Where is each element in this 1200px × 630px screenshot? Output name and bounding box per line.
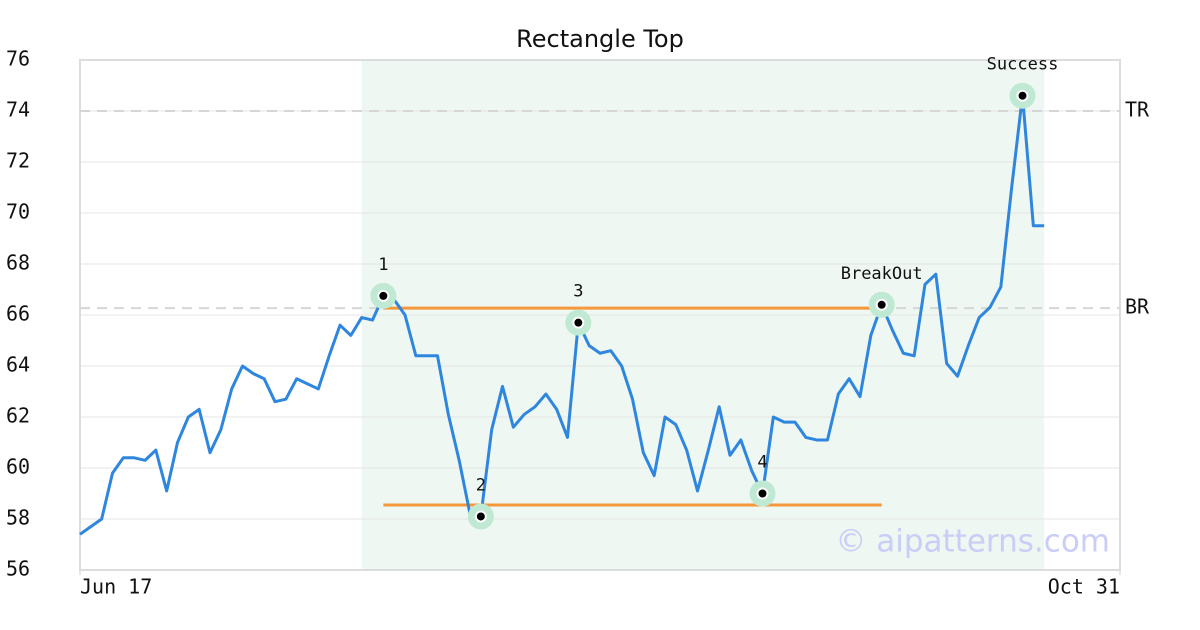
chart-title: Rectangle Top (516, 25, 684, 53)
plot-frame (79, 59, 1121, 571)
y-tick-label: 70 (6, 200, 30, 224)
x-tick-label: Jun 17 (80, 575, 152, 599)
point-label: BreakOut (841, 264, 923, 284)
point-dot (572, 316, 585, 329)
y-tick-label: 58 (6, 506, 30, 530)
point-label: 1 (378, 255, 388, 275)
y-tick-label: 76 (6, 47, 30, 71)
y-tick-label: 74 (6, 98, 30, 122)
x-tick-label: Oct 31 (1048, 575, 1120, 599)
y-tick-label: 60 (6, 455, 30, 479)
watermark: © aipatterns.com (835, 524, 1110, 560)
y-tick-label: 56 (6, 557, 30, 581)
point-dot (756, 487, 769, 500)
y-tick-label: 64 (6, 353, 30, 377)
point-dot (875, 298, 888, 311)
point-label: 4 (757, 453, 767, 473)
point-label: 2 (476, 475, 486, 495)
point-dot (377, 289, 390, 302)
level-label: TR (1125, 98, 1150, 122)
level-label: BR (1125, 295, 1150, 319)
point-dot (474, 510, 487, 523)
point-label: Success (987, 55, 1059, 75)
y-tick-label: 68 (6, 251, 30, 275)
point-dot (1016, 89, 1029, 102)
point-label: 3 (573, 282, 583, 302)
y-tick-label: 72 (6, 149, 30, 173)
y-tick-label: 66 (6, 302, 30, 326)
y-tick-label: 62 (6, 404, 30, 428)
